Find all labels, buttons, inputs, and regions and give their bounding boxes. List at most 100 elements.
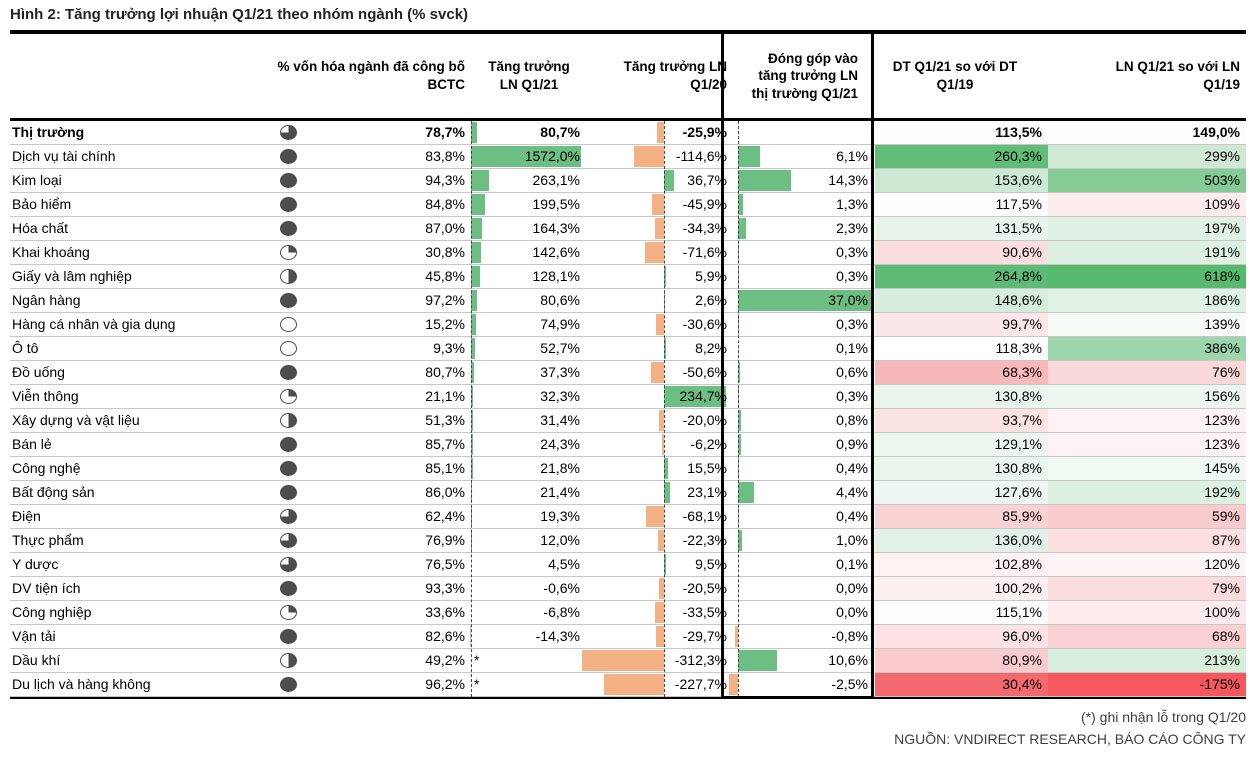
profit-growth-q121-value: 199,5% — [532, 196, 580, 212]
profit-growth-q120-negative-bar — [656, 314, 664, 335]
table-row: Bất động sản 86,0% 21,4% 23,1% 4,4% 127,6% 192… — [10, 481, 1246, 505]
industry-name: Đồ uống — [12, 364, 65, 380]
reported-cap-pie-icon — [279, 365, 297, 380]
profit-growth-q120-value: -71,6% — [682, 244, 727, 260]
industry-name: Thị trường — [12, 124, 85, 140]
table-row: Bán lẻ 85,7% 24,3% -6,2% 0,9% 129,1% 123% — [10, 433, 1246, 457]
profit-vs-q119-cell: 120% — [1048, 553, 1246, 576]
contribution-value: 4,4% — [836, 484, 868, 500]
profit-vs-q119-cell: 76% — [1048, 361, 1246, 384]
revenue-vs-q119-cell: 129,1% — [875, 433, 1048, 456]
reported-cap-cell — [272, 193, 304, 216]
industry-name: Vận tải — [12, 628, 56, 644]
revenue-vs-q119-cell: 117,5% — [875, 193, 1048, 216]
profit-vs-q119-cell: 197% — [1048, 217, 1246, 240]
reported-cap-cell — [272, 601, 304, 624]
profit-growth-q121-positive-bar — [471, 434, 473, 455]
header-reported-cap: % vốn hóa ngành đã công bố BCTC — [277, 59, 466, 92]
reported-cap-value: 76,9% — [425, 532, 465, 548]
contribution-positive-bar — [738, 290, 874, 311]
footnote-source: NGUỒN: VNDIRECT RESEARCH, BÁO CÁO CÔNG T… — [894, 731, 1246, 747]
profit-growth-q121-positive-bar — [471, 290, 477, 311]
profit-growth-q121-value: 164,3% — [532, 220, 580, 236]
profit-growth-q121-value: 80,7% — [540, 124, 580, 140]
table-row: Ngân hàng 97,2% 80,6% 2,6% 37,0% 148,6% 186% — [10, 289, 1246, 313]
profit-growth-q120-value: -20,0% — [682, 412, 727, 428]
table-row: Vận tải 82,6% -14,3% -29,7% -0,8% 96,0% 68% — [10, 625, 1246, 649]
profit-growth-q120-value: 15,5% — [687, 460, 727, 476]
reported-cap-value: 94,3% — [425, 172, 465, 188]
revenue-vs-q119-cell: 100,2% — [875, 577, 1048, 600]
revenue-vs-q119-cell: 130,8% — [875, 385, 1048, 408]
reported-cap-pie-icon — [279, 557, 297, 572]
reported-cap-cell — [272, 625, 304, 648]
profit-vs-q119-cell: 149,0% — [1048, 121, 1246, 144]
reported-cap-value: 9,3% — [433, 340, 465, 356]
reported-cap-value: 33,6% — [425, 604, 465, 620]
profit-vs-q119-cell: 139% — [1048, 313, 1246, 336]
reported-cap-cell — [272, 673, 304, 696]
table-row: Bảo hiểm 84,8% 199,5% -45,9% 1,3% 117,5% 109% — [10, 193, 1246, 217]
profit-growth-q120-positive-bar — [664, 338, 666, 359]
profit-vs-q119-cell: 299% — [1048, 145, 1246, 168]
figure-title: Hình 2: Tăng trưởng lợi nhuận Q1/21 theo… — [10, 6, 469, 23]
revenue-vs-q119-cell: 80,9% — [875, 649, 1048, 672]
reported-cap-cell — [272, 529, 304, 552]
reported-cap-value: 76,5% — [425, 556, 465, 572]
profit-growth-q121-positive-bar — [471, 386, 473, 407]
profit-growth-q120-negative-bar — [604, 674, 664, 695]
reported-cap-cell — [272, 577, 304, 600]
reported-cap-pie-icon — [279, 413, 297, 428]
reported-cap-pie-icon — [279, 245, 297, 260]
reported-cap-pie-icon — [279, 629, 297, 644]
profit-growth-q121-positive-bar — [471, 122, 477, 143]
profit-growth-q121-value: 80,6% — [540, 292, 580, 308]
contribution-value: -2,5% — [831, 676, 868, 692]
reported-cap-cell — [272, 337, 304, 360]
table-row: Công nghệ 85,1% 21,8% 15,5% 0,4% 130,8% 145% — [10, 457, 1246, 481]
profit-growth-q120-value: 8,2% — [695, 340, 727, 356]
revenue-vs-q119-cell: 136,0% — [875, 529, 1048, 552]
profit-vs-q119-cell: 156% — [1048, 385, 1246, 408]
profit-growth-q120-value: -34,3% — [682, 220, 727, 236]
profit-growth-q120-negative-bar — [646, 506, 664, 527]
profit-growth-q121-value: -6,8% — [543, 604, 580, 620]
table-row: Y dược 76,5% 4,5% 9,5% 0,1% 102,8% 120% — [10, 553, 1246, 577]
reported-cap-pie-icon — [279, 341, 297, 356]
contribution-positive-bar — [738, 410, 741, 431]
profit-vs-q119-cell: -175% — [1048, 673, 1246, 696]
profit-growth-q120-value: -29,7% — [682, 628, 727, 644]
table-row: DV tiện ích 93,3% -0,6% -20,5% 0,0% 100,2% 79% — [10, 577, 1246, 601]
top-rule — [10, 30, 1246, 34]
profit-growth-q120-negative-bar — [656, 626, 664, 647]
reported-cap-cell — [272, 409, 304, 432]
profit-growth-q120-positive-bar — [664, 170, 674, 191]
profit-growth-q120-value: -227,7% — [674, 676, 727, 692]
contribution-value: 0,3% — [836, 316, 868, 332]
profit-vs-q119-cell: 123% — [1048, 409, 1246, 432]
profit-vs-q119-cell: 186% — [1048, 289, 1246, 312]
contribution-negative-bar — [735, 626, 738, 647]
profit-growth-q121-value: 12,0% — [540, 532, 580, 548]
profit-growth-q121-positive-bar — [471, 266, 480, 287]
industry-name: Thực phẩm — [12, 532, 84, 548]
reported-cap-cell — [272, 121, 304, 144]
table-row: Dầu khí 49,2% * -312,3% 10,6% 80,9% 213% — [10, 649, 1246, 673]
table-row: Thực phẩm 76,9% 12,0% -22,3% 1,0% 136,0% 87% — [10, 529, 1246, 553]
industry-name: Dầu khí — [12, 652, 61, 668]
reported-cap-value: 78,7% — [425, 124, 465, 140]
table-row: Công nghiệp 33,6% -6,8% -33,5% 0,0% 115,1% 100… — [10, 601, 1246, 625]
reported-cap-value: 15,2% — [425, 316, 465, 332]
profit-growth-q121-positive-bar — [471, 458, 473, 479]
contribution-value: 0,1% — [836, 340, 868, 356]
industry-name: Kim loại — [12, 172, 62, 188]
profit-growth-q120-value: -20,5% — [682, 580, 727, 596]
profit-growth-q120-negative-bar — [645, 242, 664, 263]
reported-cap-pie-icon — [279, 293, 297, 308]
profit-growth-q121-positive-bar — [471, 314, 476, 335]
profit-growth-q120-value: 23,1% — [687, 484, 727, 500]
revenue-vs-q119-cell: 102,8% — [875, 553, 1048, 576]
profit-growth-q121-value: 21,4% — [540, 484, 580, 500]
profit-growth-q120-value: 36,7% — [687, 172, 727, 188]
contribution-positive-bar — [738, 194, 743, 215]
